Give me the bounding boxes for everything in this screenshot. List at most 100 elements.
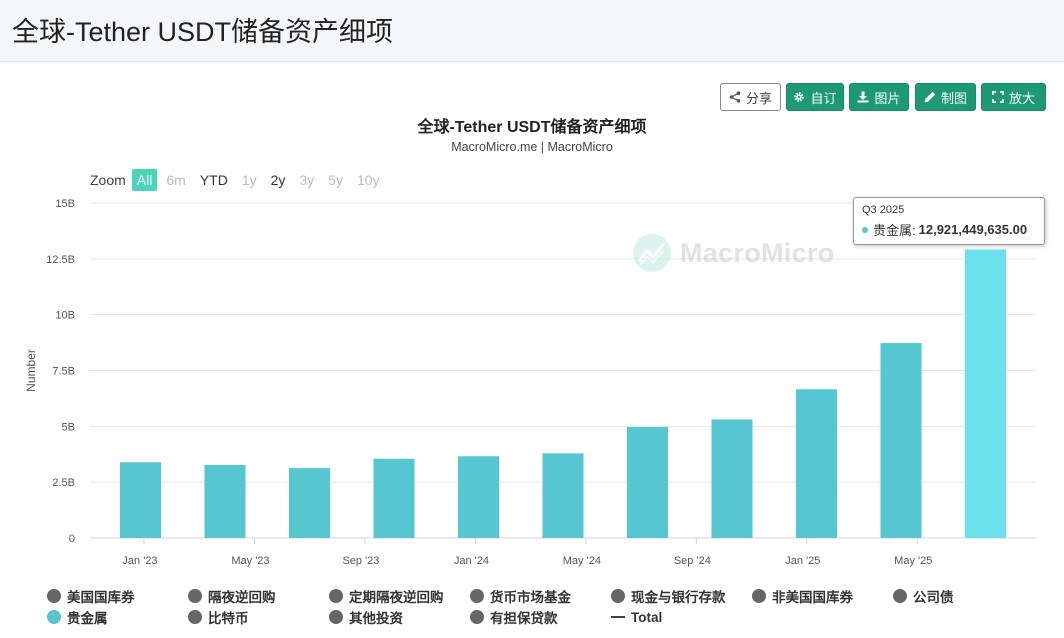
legend-item[interactable]: 有担保贷款 [470, 607, 558, 627]
tooltip-period: Q3 2025 [862, 204, 905, 216]
tooltip-series-name: 贵金属: [873, 223, 916, 238]
legend-item[interactable]: 美国国库券 [47, 586, 135, 606]
share-button[interactable]: 分享 [720, 83, 781, 111]
chart-subtitle: MacroMicro.me | MacroMicro [451, 140, 613, 154]
bar[interactable] [965, 249, 1006, 538]
zoom-10y-button[interactable]: 10y [357, 172, 380, 188]
zoom-2y-button[interactable]: 2y [270, 172, 286, 188]
zoom-6m-button[interactable]: 6m [166, 172, 186, 188]
page-title: 全球-Tether USDT储备资产细项 [12, 17, 394, 47]
legend-marker [752, 589, 766, 603]
tooltip-row: 贵金属: 12,921,449,635.00 [862, 220, 1036, 239]
bar[interactable] [289, 468, 330, 538]
y-tick-label: 2.5B [52, 477, 75, 489]
legend-item[interactable]: 贵金属 [47, 607, 108, 627]
legend-marker [47, 610, 61, 624]
legend-item[interactable]: 其他投资 [329, 607, 403, 627]
y-tick-label: 5B [62, 421, 75, 433]
legend-marker [611, 589, 625, 603]
pencil-icon [924, 91, 936, 103]
image-button[interactable]: 图片 [849, 83, 909, 111]
y-tick-label: 0 [69, 533, 75, 545]
y-axis-title: Number [24, 349, 38, 392]
bar[interactable] [542, 453, 584, 538]
legend-label: 货币市场基金 [490, 590, 571, 605]
x-tick-label: Sep '24 [674, 555, 711, 567]
chart-title: 全球-Tether USDT储备资产细项 [417, 119, 647, 136]
legend-marker [329, 589, 343, 603]
bar[interactable] [204, 464, 246, 538]
bar[interactable] [711, 419, 753, 538]
legend-label: 贵金属 [67, 611, 108, 626]
zoom-selector: Zoom All 6m YTD 1y 2y 3y 5y 10y [90, 169, 389, 191]
tooltip-series-dot [862, 226, 868, 233]
zoom-3y-button[interactable]: 3y [299, 172, 315, 188]
bar[interactable] [627, 427, 668, 538]
x-tick-label: Jan '25 [785, 555, 820, 567]
macromicro-logo-icon [633, 234, 671, 272]
bar[interactable] [796, 389, 837, 538]
download-icon [857, 91, 869, 103]
chart-plot: 0 2.5B 5B 7.5B 10B 12.5B 15B Number Jan '23 May '… [24, 198, 1036, 567]
share-label: 分享 [745, 90, 772, 106]
zoom-label: 放大 [1008, 90, 1035, 106]
draw-button[interactable]: 制图 [915, 83, 976, 111]
tooltip-value: 12,921,449,635.00 [918, 222, 1028, 237]
x-tick-label: Jan '24 [454, 555, 489, 567]
draw-label: 制图 [940, 90, 967, 106]
page-header: 全球-Tether USDT储备资产细项 [0, 0, 1064, 62]
bar[interactable] [880, 343, 922, 538]
bar[interactable] [120, 462, 161, 538]
legend-item[interactable]: Total [611, 607, 662, 627]
gear-icon [794, 92, 805, 102]
legend-item[interactable]: 货币市场基金 [470, 586, 571, 606]
zoom-all-button[interactable]: All [131, 169, 158, 191]
watermark-text: MacroMicro [680, 237, 835, 268]
chart-tooltip: Q3 2025 贵金属: 12,921,449,635.00 [853, 197, 1045, 245]
watermark: MacroMicro [632, 233, 835, 273]
chart-toolbar: 分享 自订 图片 制图 放大 [0, 83, 1064, 113]
zoom-1y-button[interactable]: 1y [241, 172, 257, 188]
legend-item[interactable]: 隔夜逆回购 [188, 586, 276, 606]
legend-marker [329, 610, 343, 624]
legend-label: 比特币 [208, 611, 249, 626]
legend-item[interactable]: 非美国国库券 [752, 586, 853, 606]
y-tick-label: 10B [55, 310, 75, 322]
legend-item[interactable]: 公司债 [893, 586, 954, 606]
zoom-selector-label: Zoom [90, 172, 126, 188]
y-tick-label: 12.5B [46, 254, 75, 266]
legend-marker [47, 589, 61, 603]
bar[interactable] [373, 458, 415, 538]
image-label: 图片 [874, 90, 901, 106]
legend-item[interactable]: 定期隔夜逆回购 [329, 586, 444, 606]
x-tick-label: Sep '23 [342, 555, 379, 567]
zoom-button[interactable]: 放大 [981, 83, 1046, 111]
legend-label: 非美国国库券 [772, 590, 853, 605]
legend-label: 隔夜逆回购 [208, 590, 276, 605]
y-tick-label: 7.5B [52, 366, 75, 378]
legend-marker [611, 616, 625, 618]
x-tick-label: May '25 [894, 555, 932, 567]
legend-label: 有担保贷款 [490, 611, 558, 626]
zoom-5y-button[interactable]: 5y [328, 172, 343, 188]
legend-marker [470, 589, 484, 603]
legend-marker [893, 589, 907, 603]
y-tick-label: 15B [55, 198, 75, 210]
legend-label: 其他投资 [349, 611, 403, 626]
bar[interactable] [458, 456, 499, 538]
customize-button[interactable]: 自订 [786, 83, 844, 111]
legend-label: Total [631, 609, 663, 625]
x-tick-label: May '24 [563, 555, 601, 567]
expand-icon [991, 91, 1004, 103]
share-icon [729, 91, 741, 103]
legend-marker [188, 589, 202, 603]
legend-item[interactable]: 现金与银行存款 [611, 586, 726, 606]
legend-item[interactable]: 比特币 [188, 607, 249, 627]
x-tick-label: May '23 [231, 555, 269, 567]
legend-label: 公司债 [913, 590, 954, 605]
legend-label: 现金与银行存款 [631, 590, 726, 605]
x-tick-label: Jan '23 [122, 555, 157, 567]
legend-label: 定期隔夜逆回购 [349, 590, 444, 605]
zoom-ytd-button[interactable]: YTD [199, 172, 228, 188]
customize-label: 自订 [810, 90, 837, 106]
